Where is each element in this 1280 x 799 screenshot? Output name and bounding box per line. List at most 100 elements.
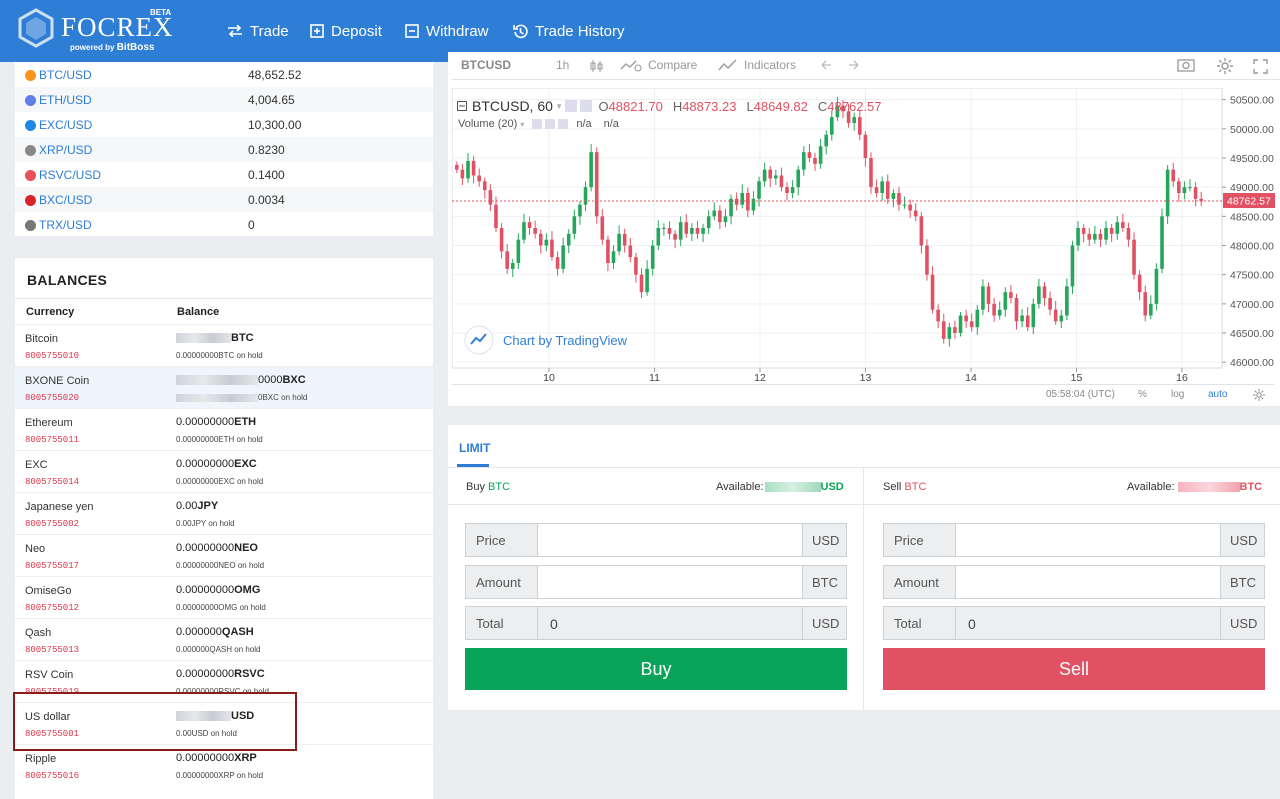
market-row[interactable]: BTC/USD 48,652.52 <box>15 62 433 87</box>
account-id: 8005755020 <box>25 393 80 403</box>
minus-square-icon <box>405 24 419 38</box>
y-tick-label: 48000.00 <box>1230 241 1274 253</box>
market-row[interactable]: XRP/USD 0.8230 <box>15 137 433 162</box>
nav-trade[interactable]: Trade <box>227 0 289 62</box>
nav-history-label: Trade History <box>535 22 625 40</box>
market-row[interactable]: RSVC/USD 0.1400 <box>15 162 433 187</box>
market-row[interactable]: TRX/USD 0 <box>15 212 433 237</box>
price-chart[interactable]: 50500.00 50000.00 49500.00 49000.00 48500.00… <box>452 88 1280 384</box>
market-pair[interactable]: XRP/USD <box>25 143 92 157</box>
candle-body <box>796 169 801 188</box>
market-row[interactable]: EXC/USD 10,300.00 <box>15 112 433 137</box>
collapse-icon[interactable] <box>457 101 467 111</box>
candle-body <box>835 105 840 118</box>
candle-body <box>863 134 868 158</box>
buy-price-input[interactable]: Price USD <box>465 523 847 557</box>
indicators-button[interactable]: Indicators <box>718 58 796 72</box>
nav-trade-history[interactable]: Trade History <box>513 0 624 62</box>
settings-small-icon[interactable] <box>565 100 578 112</box>
candle-body <box>902 204 907 206</box>
candle-body <box>1009 292 1013 298</box>
market-pair[interactable]: BXC/USD <box>25 193 92 207</box>
volume-na-1: n/a <box>576 118 592 130</box>
tab-limit[interactable]: LIMIT <box>459 441 491 455</box>
sell-button[interactable]: Sell <box>883 648 1265 690</box>
candle-body <box>1070 245 1075 287</box>
nav-deposit[interactable]: Deposit <box>310 0 382 62</box>
fullscreen-icon[interactable] <box>1253 59 1268 74</box>
candle-body <box>561 245 565 269</box>
candle-body <box>919 216 924 246</box>
buy-total-field: Total 0 USD <box>465 606 847 640</box>
settings-gear-icon[interactable] <box>1253 389 1265 401</box>
eye-icon[interactable] <box>532 119 543 129</box>
btc-unit: BTC <box>1220 566 1264 598</box>
market-pair[interactable]: TRX/USD <box>25 218 92 232</box>
market-pair[interactable]: RSVC/USD <box>25 168 101 182</box>
candle-body <box>813 158 817 164</box>
tradingview-icon <box>464 325 494 355</box>
candle-body <box>477 175 481 182</box>
percent-toggle[interactable]: % <box>1138 389 1147 400</box>
candle-body <box>723 216 728 223</box>
on-hold-amount: 0.00000000NEO on hold <box>176 561 264 570</box>
chevron-down-icon[interactable]: ▾ <box>556 100 562 111</box>
nav-withdraw[interactable]: Withdraw <box>405 0 489 62</box>
btc-unit: BTC <box>802 566 846 598</box>
on-hold-text: 0BXC on hold <box>258 393 308 402</box>
candle-body <box>790 187 795 193</box>
candle-body <box>751 198 756 211</box>
candle-body <box>930 274 935 310</box>
candle-body <box>857 117 862 135</box>
symbol-selector[interactable]: BTCUSD <box>461 58 511 72</box>
x-tick-label: 10 <box>543 372 555 384</box>
x-tick-label: 11 <box>649 372 660 384</box>
sell-price-input[interactable]: Price USD <box>883 523 1265 557</box>
candle-body <box>1059 315 1064 322</box>
buy-heading-label: Buy <box>466 481 485 493</box>
on-hold-amount: 0BXC on hold <box>176 393 307 402</box>
on-hold-text: 0.000000QASH on hold <box>176 645 261 654</box>
watermark-text: Chart by TradingView <box>503 332 628 348</box>
volume-label: Volume (20) <box>458 118 518 130</box>
candle-body <box>662 228 666 229</box>
market-pair[interactable]: BTC/USD <box>25 68 92 82</box>
on-hold-amount: 0.00000000EXC on hold <box>176 477 263 486</box>
focrex-logo[interactable]: FOCREX BETA powered by BitBoss <box>18 6 178 58</box>
chevron-down-icon[interactable]: ▾ <box>520 119 525 129</box>
settings-gear-icon[interactable] <box>1216 57 1234 75</box>
coin-icon <box>25 94 36 106</box>
undo-redo-icon[interactable] <box>820 59 860 71</box>
market-row[interactable]: ETH/USD 4,004.65 <box>15 87 433 112</box>
auto-toggle[interactable]: auto <box>1208 389 1228 400</box>
buy-available-label: Available: <box>716 481 764 493</box>
candle-body <box>1160 216 1164 269</box>
tradingview-watermark[interactable]: Chart by TradingView <box>464 325 627 355</box>
on-hold-amount: 0.00000000OMG on hold <box>176 603 266 612</box>
usd-unit: USD <box>802 607 846 639</box>
balance-amount-value: 0.00000000 <box>176 668 235 680</box>
candles-type-icon[interactable] <box>590 59 604 73</box>
close-small-icon[interactable] <box>558 119 569 129</box>
account-id: 8005755010 <box>25 351 80 361</box>
hide-small-icon[interactable] <box>580 100 593 112</box>
interval-selector[interactable]: 1h <box>556 58 570 72</box>
buy-button[interactable]: Buy <box>465 648 847 690</box>
buy-amount-input[interactable]: Amount BTC <box>465 565 847 599</box>
market-row[interactable]: BXC/USD 0.0034 <box>15 187 433 212</box>
currency-name: Neo <box>25 543 46 555</box>
candle-body <box>936 309 940 322</box>
market-pair[interactable]: ETH/USD <box>25 93 92 107</box>
compare-button[interactable]: Compare <box>620 58 697 72</box>
balance-row: Ripple 8005755016 0.00000000 XRP 0.00000000X… <box>15 744 433 786</box>
sell-amount-input[interactable]: Amount BTC <box>883 565 1265 599</box>
settings-small-icon[interactable] <box>545 119 556 129</box>
candle-body <box>510 263 515 269</box>
candle-body <box>941 321 946 339</box>
log-toggle[interactable]: log <box>1171 389 1185 400</box>
candle-body <box>1188 187 1192 189</box>
balance-unit: BXC <box>282 374 306 386</box>
last-price-tag <box>1223 193 1275 209</box>
camera-icon[interactable] <box>1177 57 1195 72</box>
market-pair[interactable]: EXC/USD <box>25 118 92 132</box>
